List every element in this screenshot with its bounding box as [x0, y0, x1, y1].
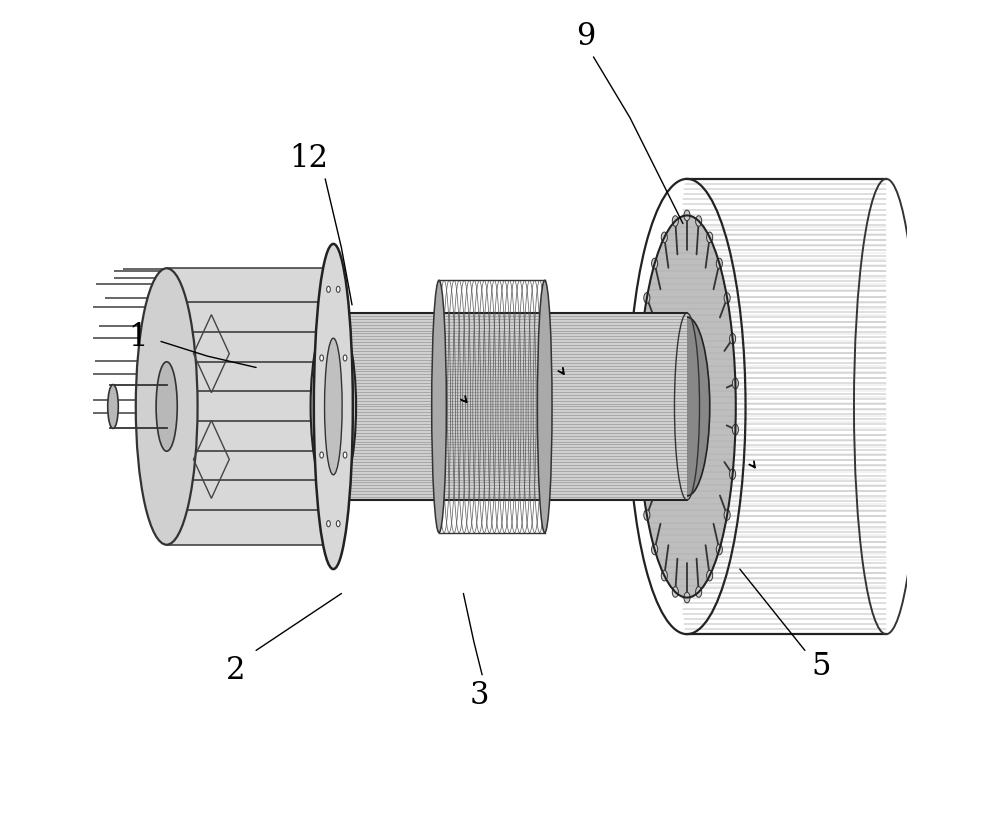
Ellipse shape: [724, 293, 730, 303]
Text: 3: 3: [470, 680, 489, 711]
Ellipse shape: [707, 571, 713, 581]
Ellipse shape: [684, 211, 690, 220]
Ellipse shape: [638, 469, 644, 480]
Ellipse shape: [432, 280, 446, 533]
Ellipse shape: [661, 232, 667, 242]
Ellipse shape: [314, 244, 353, 569]
Ellipse shape: [325, 338, 342, 475]
Ellipse shape: [672, 587, 678, 598]
Ellipse shape: [336, 286, 340, 293]
Ellipse shape: [311, 313, 356, 500]
Ellipse shape: [636, 378, 642, 389]
Ellipse shape: [716, 544, 722, 554]
Ellipse shape: [707, 232, 713, 242]
Ellipse shape: [320, 452, 323, 458]
Ellipse shape: [730, 469, 736, 480]
Ellipse shape: [327, 520, 330, 527]
Text: 2: 2: [226, 655, 246, 686]
FancyBboxPatch shape: [167, 268, 325, 545]
Ellipse shape: [636, 424, 642, 435]
Ellipse shape: [716, 259, 722, 269]
Text: 9: 9: [576, 21, 595, 52]
Ellipse shape: [537, 280, 552, 533]
Ellipse shape: [644, 293, 650, 303]
Ellipse shape: [327, 286, 330, 293]
Ellipse shape: [320, 355, 323, 361]
Ellipse shape: [661, 571, 667, 581]
Ellipse shape: [652, 544, 658, 554]
Ellipse shape: [136, 268, 198, 545]
Ellipse shape: [638, 215, 736, 598]
Text: 5: 5: [811, 651, 831, 682]
Ellipse shape: [638, 333, 644, 344]
Ellipse shape: [672, 215, 678, 226]
Ellipse shape: [664, 317, 710, 496]
Ellipse shape: [724, 510, 730, 520]
Ellipse shape: [696, 587, 702, 598]
Ellipse shape: [684, 592, 690, 603]
Ellipse shape: [108, 385, 118, 428]
Ellipse shape: [730, 333, 736, 344]
Text: 1: 1: [128, 322, 148, 353]
Ellipse shape: [732, 378, 738, 389]
Ellipse shape: [156, 362, 177, 451]
Ellipse shape: [696, 215, 702, 226]
Ellipse shape: [343, 355, 347, 361]
Ellipse shape: [732, 424, 738, 435]
Ellipse shape: [644, 510, 650, 520]
Ellipse shape: [336, 520, 340, 527]
Text: 12: 12: [289, 143, 328, 174]
Ellipse shape: [652, 259, 658, 269]
Ellipse shape: [343, 452, 347, 458]
FancyBboxPatch shape: [333, 313, 687, 500]
